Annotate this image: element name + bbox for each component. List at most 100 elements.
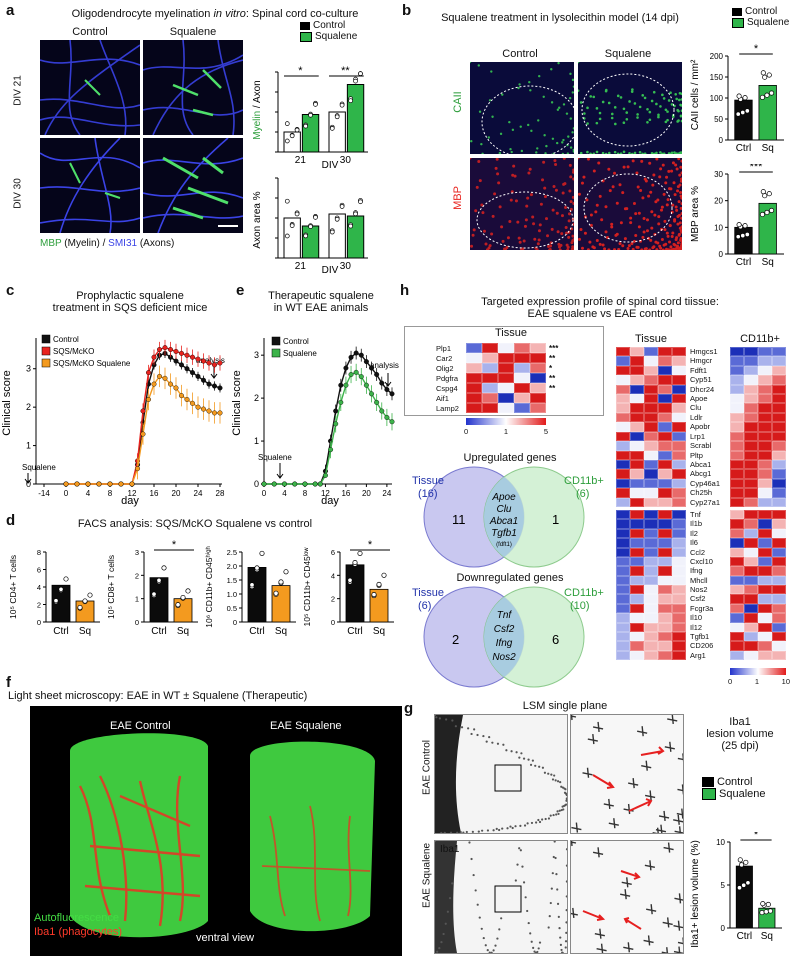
heatmap-cell — [744, 603, 758, 614]
cell-dot — [555, 141, 559, 145]
cell-dot — [680, 230, 682, 234]
venn-up-left-n: (16) — [418, 488, 438, 500]
cell-dot — [550, 101, 554, 104]
heatmap-cell — [758, 650, 772, 660]
bar — [346, 84, 365, 153]
cell-dot — [675, 152, 679, 154]
heatmap-cell — [772, 538, 786, 548]
chart-b-mbp-ylabel: MBP area % — [690, 186, 701, 242]
cell-dot — [568, 189, 572, 193]
cell-dot — [595, 238, 599, 242]
cell-dot — [553, 840, 556, 843]
cell-dot — [530, 821, 534, 825]
cell-dot — [531, 215, 535, 219]
heatmap-cell — [630, 613, 644, 623]
data-point — [96, 481, 102, 487]
heatmap-cell — [630, 441, 644, 451]
heatmap-cell — [772, 650, 786, 660]
heatmap-cell — [644, 641, 658, 651]
gene-label: Plp1 — [436, 344, 452, 353]
gene-label: Il1b — [690, 519, 703, 529]
heatmap-cell — [758, 566, 772, 576]
cell-dot — [566, 152, 570, 154]
heatmap-cell — [466, 343, 482, 353]
cell-dot — [486, 949, 489, 952]
y-tick-label: 0.5 — [227, 604, 237, 613]
cell-dot — [655, 102, 658, 106]
x-tick-label: 8 — [303, 489, 308, 498]
cell-dot — [641, 94, 645, 97]
microglia-cell — [621, 877, 632, 888]
significance-label: *** — [750, 164, 764, 173]
cell-dot — [551, 137, 555, 140]
cell-dot — [478, 110, 482, 113]
cell-dot — [673, 151, 676, 154]
heatmap-cell — [744, 375, 758, 385]
heatmap-cell — [644, 631, 658, 642]
x-tick-label: 16 — [150, 489, 159, 498]
cell-dot — [565, 909, 568, 912]
series-line — [264, 371, 393, 485]
data-point — [339, 102, 345, 108]
heatmap-cell — [730, 622, 744, 632]
data-point — [180, 594, 186, 601]
venn-down-title: Downregulated genes — [456, 572, 564, 584]
x-tick-label: Ctrl — [736, 143, 752, 154]
bar — [346, 215, 365, 259]
cell-dot — [488, 951, 491, 954]
cell-dot — [531, 759, 534, 762]
heatmap-cell — [630, 603, 644, 614]
panel-b-row-mbp: MBP — [452, 186, 464, 210]
cell-dot — [589, 95, 593, 98]
microglia-cell — [673, 814, 684, 825]
heatmap-cell — [658, 412, 672, 423]
heatmap-cell — [758, 347, 772, 357]
heatmap-cell — [658, 422, 672, 432]
venn-down-left-label: Tissue — [412, 587, 444, 599]
cell-dot — [476, 733, 479, 737]
data-point — [189, 400, 195, 406]
data-point — [294, 211, 300, 217]
heatmap-cell — [658, 497, 672, 507]
cell-dot — [442, 932, 445, 936]
heatmap-cell — [658, 519, 672, 529]
bar — [173, 598, 193, 623]
microglia-cell — [667, 713, 678, 725]
heatmap-cell — [730, 422, 744, 432]
venn-up-gene: Abca1 — [489, 516, 518, 527]
cell-dot — [572, 222, 574, 226]
cell-dot — [615, 232, 619, 236]
data-point — [313, 215, 318, 220]
heatmap-cell — [758, 459, 772, 470]
cell-dot — [565, 112, 569, 115]
data-point — [353, 78, 358, 84]
gene-label: Csf2 — [690, 594, 706, 604]
cell-dot — [543, 186, 547, 190]
cell-dot — [677, 200, 681, 204]
gene-label: Arg1 — [690, 650, 706, 660]
cell-dot — [470, 158, 472, 160]
x-tick-label: Sq — [761, 931, 773, 942]
panel-e-title: Therapeutic squalene in WT EAE animals — [268, 290, 374, 314]
cell-dot — [536, 147, 539, 150]
heatmap-cell — [616, 356, 630, 366]
data-point — [766, 72, 772, 78]
heatmap-cell — [466, 383, 482, 393]
cell-dot — [652, 152, 656, 154]
heatmap-cell — [730, 650, 744, 660]
microglia-cell — [643, 935, 654, 946]
cell-dot — [583, 112, 586, 115]
cell-dot — [527, 171, 531, 175]
data-point — [308, 112, 313, 118]
cell-dot — [635, 245, 639, 249]
cell-dot — [619, 221, 623, 225]
venn-down-gene: Csf2 — [494, 624, 515, 635]
cell-dot — [586, 158, 590, 161]
cell-dot — [679, 114, 682, 118]
data-point — [328, 447, 334, 453]
heatmap-cell — [772, 594, 786, 604]
venn-down-gene: Tnf — [497, 610, 513, 621]
cell-dot — [505, 749, 508, 752]
heatmap-cell — [644, 585, 658, 595]
cell-dot — [571, 234, 574, 238]
